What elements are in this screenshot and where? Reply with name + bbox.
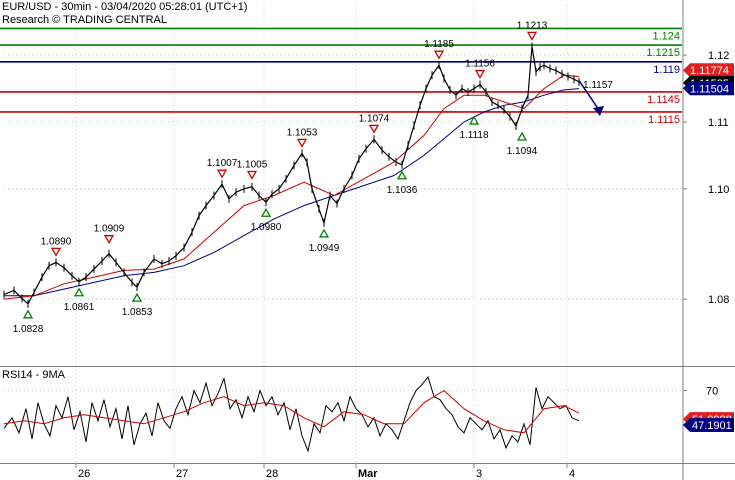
y-tick-label: 1.12 xyxy=(708,50,729,62)
support-resistance-levels: 1.124 1.1215 1.119 1.1145 1.1115 xyxy=(0,27,682,126)
swing-low-label: 1.1036 xyxy=(387,185,418,196)
y-tick-label: 1.11 xyxy=(708,117,729,129)
rsi-badge: 47.1901 xyxy=(683,418,734,432)
swing-high-label: 1.1185 xyxy=(424,39,454,50)
swing-high-marker xyxy=(216,169,228,179)
rsi-panel: RSI14 - 9MA7051.098847.1901 xyxy=(2,369,734,453)
target-label: 1.1157 xyxy=(583,80,613,91)
swing-low-label: 1.1094 xyxy=(507,146,538,157)
swing-high-label: 1.1053 xyxy=(287,127,318,138)
price-badge: 1.11774 xyxy=(683,63,734,78)
swing-low-marker xyxy=(318,228,330,238)
swing-low-marker xyxy=(396,170,408,180)
swing-low-marker xyxy=(22,309,34,319)
swing-low-label: 1.1118 xyxy=(459,130,489,141)
swing-high-label: 1.0890 xyxy=(41,236,72,247)
price-badge-shape xyxy=(683,63,734,78)
ma-fast-line xyxy=(3,74,580,300)
swing-markers: 1.0890 1.0909 1.1007 1.1005 1.1053 1.1074 1.11… xyxy=(13,20,614,334)
price-series xyxy=(3,42,580,308)
rsi-title: RSI14 - 9MA xyxy=(2,369,66,381)
chart-symbol-title: EUR/USD - 30min - 03/04/2020 05:28:01 (U… xyxy=(2,1,248,13)
price-badge: 1.11504 xyxy=(683,81,734,96)
swing-low-marker xyxy=(73,287,85,297)
swing-high-marker xyxy=(246,170,258,180)
swing-high-label: 1.1007 xyxy=(207,158,238,169)
swing-low-label: 1.0861 xyxy=(64,302,95,313)
swing-high-label: 1.1074 xyxy=(359,113,390,124)
x-tick-label: Mar xyxy=(358,468,378,480)
swing-low-label: 1.0949 xyxy=(309,243,340,254)
swing-high-marker xyxy=(433,50,445,60)
price-badge-shape xyxy=(683,81,734,96)
rsi-line xyxy=(3,375,580,453)
rsi-badge-label: 47.1901 xyxy=(692,420,732,432)
swing-low-label: 1.0828 xyxy=(13,324,44,335)
swing-high-label: 1.0909 xyxy=(94,224,125,235)
swing-high-marker xyxy=(103,235,115,244)
moving-averages xyxy=(3,74,580,300)
swing-high-label: 1.1213 xyxy=(517,20,548,31)
swing-high-marker xyxy=(368,124,380,134)
swing-high-marker xyxy=(474,69,486,79)
swing-low-label: 1.0853 xyxy=(122,307,153,318)
ma-slow-line xyxy=(4,88,580,297)
swing-high-label: 1.1005 xyxy=(237,160,268,171)
main-grid xyxy=(4,5,682,463)
price-line xyxy=(3,46,580,305)
swing-low-marker xyxy=(131,292,143,302)
swing-low-label: 1.0980 xyxy=(251,222,282,233)
swing-high-marker xyxy=(50,247,62,257)
research-credit: Research © TRADING CENTRAL xyxy=(2,14,167,26)
rsi-ma-line xyxy=(3,389,580,434)
x-tick-label: 3 xyxy=(476,468,482,480)
rsi-y-tick-label: 70 xyxy=(706,386,718,398)
price-badge-label: 1.11504 xyxy=(690,83,729,95)
y-tick-label: 1.10 xyxy=(708,184,729,196)
swing-low-marker xyxy=(468,115,480,125)
level-label: 1.1115 xyxy=(648,114,680,126)
y-tick-label: 1.08 xyxy=(708,294,729,306)
level-label: 1.1145 xyxy=(647,94,680,106)
time-axis: 26 27 28 Mar 3 4 xyxy=(0,463,735,480)
swing-low-marker xyxy=(260,207,272,217)
level-label: 1.119 xyxy=(653,64,680,76)
level-label: 1.1215 xyxy=(646,47,680,59)
swing-low-marker xyxy=(516,131,528,141)
x-tick-label: 4 xyxy=(569,468,575,480)
rsi-badge-shape xyxy=(683,418,734,432)
price-badge-label: 1.11774 xyxy=(690,65,729,77)
x-tick-label: 26 xyxy=(78,468,90,480)
x-tick-label: 28 xyxy=(266,468,278,480)
projection-arrow-head xyxy=(593,105,604,116)
swing-high-marker xyxy=(296,138,308,148)
projection-arrow-shaft xyxy=(578,80,600,111)
swing-high-marker xyxy=(526,31,538,41)
x-tick-label: 27 xyxy=(176,468,188,480)
swing-high-label: 1.1156 xyxy=(465,59,495,70)
level-label: 1.124 xyxy=(652,30,680,42)
